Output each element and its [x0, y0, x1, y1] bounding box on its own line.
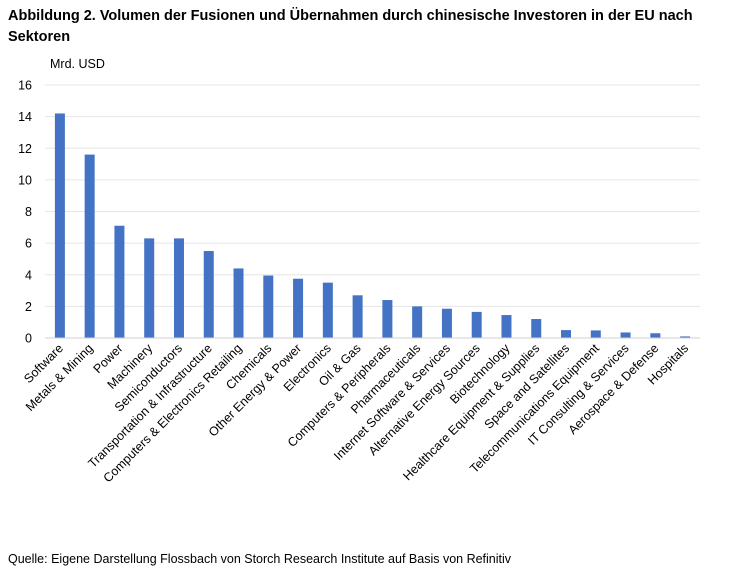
- bar: [203, 251, 214, 338]
- bar: [650, 333, 661, 338]
- bar: [412, 306, 423, 338]
- y-tick-label: 12: [18, 142, 32, 156]
- bar: [471, 311, 482, 338]
- bar: [620, 332, 631, 338]
- bar: [173, 238, 184, 338]
- bar: [352, 295, 363, 338]
- gridlines: [45, 84, 700, 307]
- bar: [531, 319, 542, 338]
- bars: [54, 113, 691, 339]
- y-tick-label: 8: [25, 205, 32, 219]
- bar: [590, 330, 601, 338]
- y-axis-unit-label: Mrd. USD: [50, 57, 105, 71]
- bar: [144, 238, 155, 338]
- bar: [322, 282, 333, 338]
- bar: [114, 225, 125, 338]
- chart-title: Abbildung 2. Volumen der Fusionen und Üb…: [8, 8, 693, 45]
- bar: [84, 154, 95, 338]
- y-tick-label: 10: [18, 173, 32, 187]
- bar: [263, 275, 274, 338]
- y-tick-label: 4: [25, 268, 32, 282]
- bar: [382, 300, 393, 338]
- y-tick-label: 6: [25, 237, 32, 251]
- bar: [561, 330, 572, 338]
- source-note: Quelle: Eigene Darstellung Flossbach von…: [8, 552, 512, 566]
- bar: [233, 268, 244, 338]
- bar: [501, 315, 512, 338]
- y-tick-label: 2: [25, 300, 32, 314]
- bar: [293, 278, 304, 338]
- y-axis-ticks: 0 2 4 6 8 10 12 14 16: [18, 79, 32, 346]
- y-tick-label: 16: [18, 79, 32, 93]
- bar: [441, 308, 452, 338]
- bar: [54, 113, 65, 339]
- bar: [680, 336, 691, 338]
- y-tick-label: 0: [25, 332, 32, 346]
- y-tick-label: 14: [18, 110, 32, 124]
